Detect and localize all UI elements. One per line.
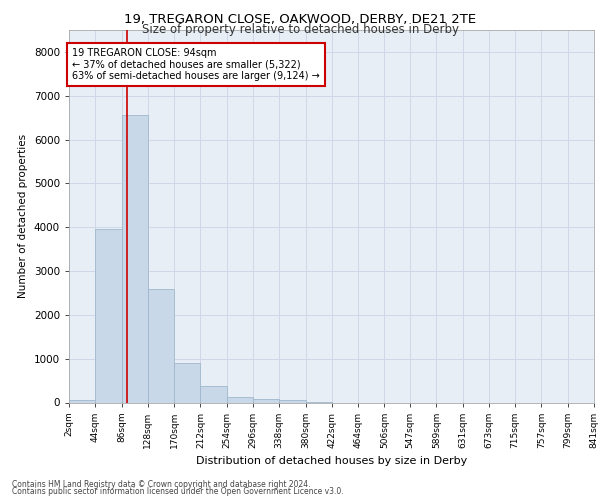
- Bar: [148, 288, 174, 403]
- Bar: [200, 386, 227, 402]
- X-axis label: Distribution of detached houses by size in Derby: Distribution of detached houses by size …: [196, 456, 467, 466]
- Y-axis label: Number of detached properties: Number of detached properties: [18, 134, 28, 298]
- Text: Contains HM Land Registry data © Crown copyright and database right 2024.: Contains HM Land Registry data © Crown c…: [12, 480, 311, 489]
- Text: Size of property relative to detached houses in Derby: Size of property relative to detached ho…: [142, 22, 458, 36]
- Bar: [174, 363, 200, 403]
- Bar: [122, 116, 148, 403]
- Text: Contains public sector information licensed under the Open Government Licence v3: Contains public sector information licen…: [12, 487, 344, 496]
- Bar: [253, 398, 279, 402]
- Text: 19 TREGARON CLOSE: 94sqm
← 37% of detached houses are smaller (5,322)
63% of sem: 19 TREGARON CLOSE: 94sqm ← 37% of detach…: [72, 48, 320, 80]
- Bar: [69, 400, 95, 402]
- Bar: [279, 400, 305, 402]
- Bar: [95, 230, 122, 402]
- Bar: [227, 397, 253, 402]
- Text: 19, TREGARON CLOSE, OAKWOOD, DERBY, DE21 2TE: 19, TREGARON CLOSE, OAKWOOD, DERBY, DE21…: [124, 12, 476, 26]
